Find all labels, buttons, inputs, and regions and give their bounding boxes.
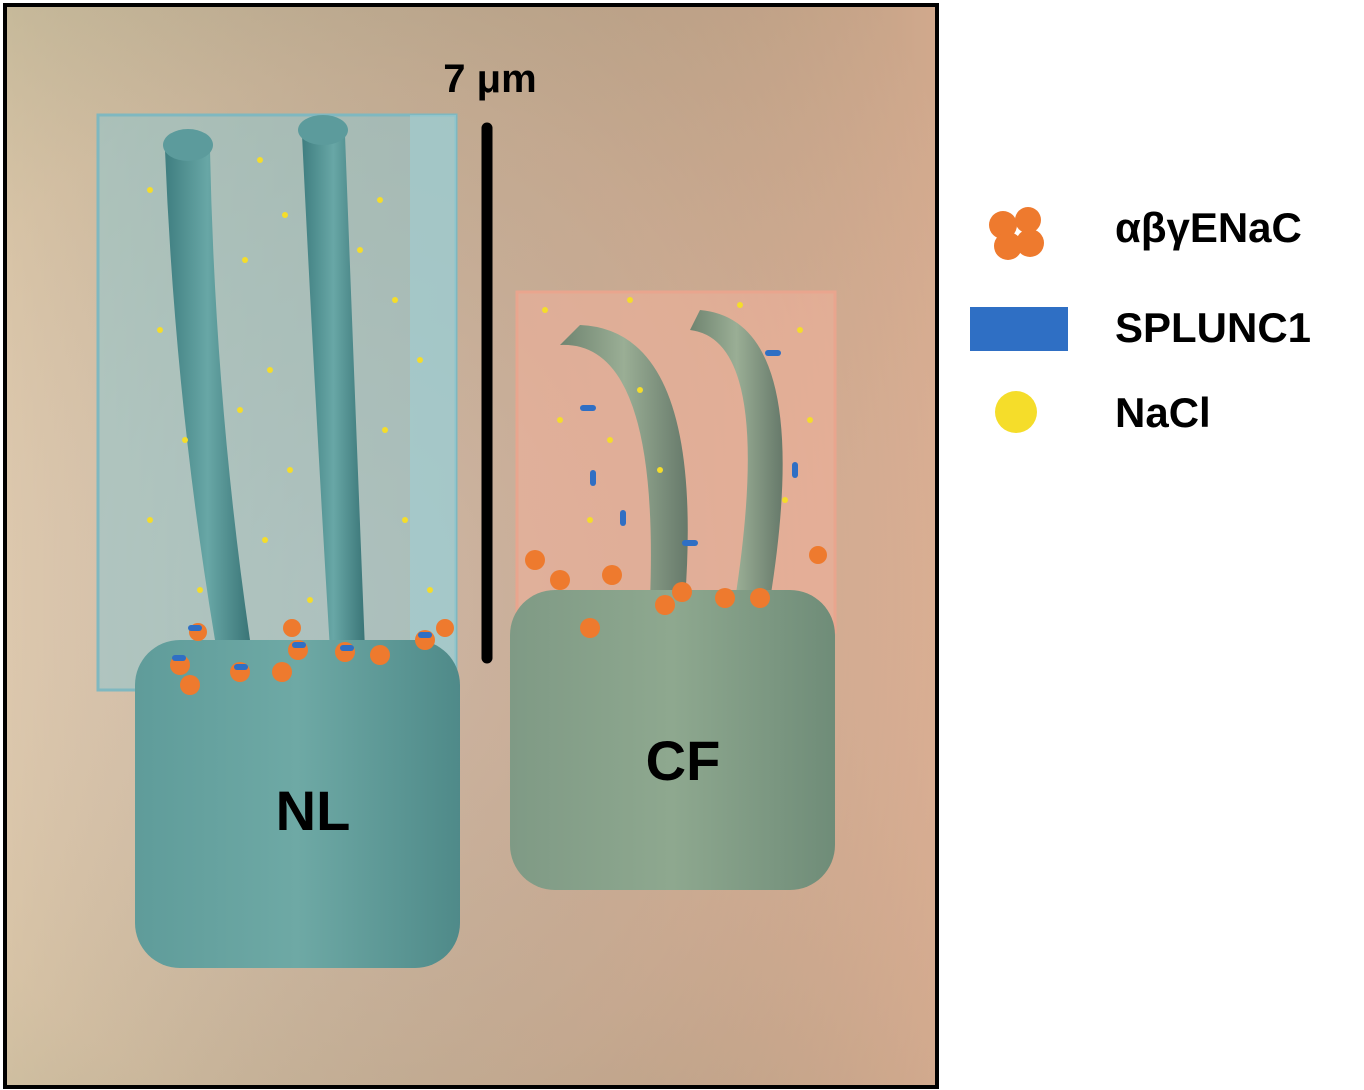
legend: αβγENaC SPLUNC1 NaCl <box>970 204 1311 436</box>
page: {"scale_bar": {"label": "7 μm"}, "cells"… <box>0 0 1364 1090</box>
legend-label: SPLUNC1 <box>1115 304 1311 351</box>
legend-label: αβγENaC <box>1115 204 1302 251</box>
legend-splunc1-icon <box>970 307 1068 351</box>
diagram: NL CF 7 μm αβγENaC SPLUNC1 Na <box>0 0 1364 1090</box>
cilium-tip <box>298 115 348 145</box>
scale-bar-label: 7 μm <box>443 57 536 101</box>
legend-label: NaCl <box>1115 389 1211 436</box>
legend-nacl-icon <box>995 391 1037 433</box>
cf-cell: CF <box>510 292 835 890</box>
nl-fluid <box>98 115 456 690</box>
nl-cell: NL <box>98 115 460 968</box>
cell-label: NL <box>276 779 351 842</box>
nl-fluid-side <box>410 115 456 690</box>
legend-enac-icon <box>989 207 1044 260</box>
cell-label: CF <box>646 729 721 792</box>
cilium-tip <box>163 129 213 161</box>
